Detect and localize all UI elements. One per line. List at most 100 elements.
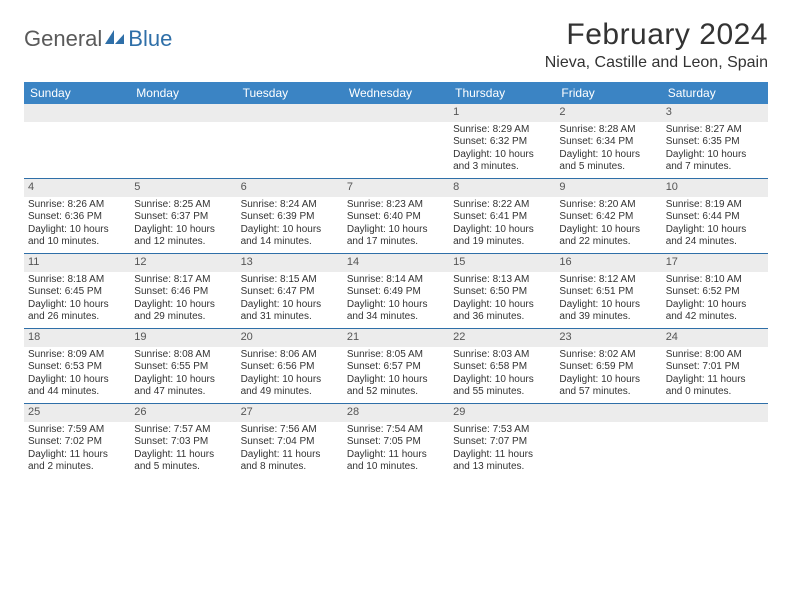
location: Nieva, Castille and Leon, Spain	[545, 54, 768, 72]
calendar-grid: SundayMondayTuesdayWednesdayThursdayFrid…	[24, 82, 768, 478]
day-number: 27	[237, 404, 343, 422]
sunrise-text: Sunrise: 8:28 AM	[559, 124, 657, 137]
weekday-header-row: SundayMondayTuesdayWednesdayThursdayFrid…	[24, 82, 768, 104]
day-details: Sunrise: 8:27 AMSunset: 6:35 PMDaylight:…	[662, 122, 768, 178]
day-number: 23	[555, 329, 661, 347]
day-cell: 17Sunrise: 8:10 AMSunset: 6:52 PMDayligh…	[662, 254, 768, 328]
day-details: Sunrise: 8:13 AMSunset: 6:50 PMDaylight:…	[449, 272, 555, 328]
weekday-header: Wednesday	[343, 82, 449, 104]
day-cell	[662, 404, 768, 478]
day-cell: 14Sunrise: 8:14 AMSunset: 6:49 PMDayligh…	[343, 254, 449, 328]
day-cell: 9Sunrise: 8:20 AMSunset: 6:42 PMDaylight…	[555, 179, 661, 253]
weekday-header: Sunday	[24, 82, 130, 104]
sunset-text: Sunset: 6:47 PM	[241, 286, 339, 299]
day-details: Sunrise: 8:03 AMSunset: 6:58 PMDaylight:…	[449, 347, 555, 403]
sunset-text: Sunset: 6:52 PM	[666, 286, 764, 299]
sunset-text: Sunset: 6:40 PM	[347, 211, 445, 224]
day-number: 18	[24, 329, 130, 347]
day-cell	[237, 104, 343, 178]
daylight-text: Daylight: 10 hours and 55 minutes.	[453, 374, 551, 399]
sunset-text: Sunset: 6:50 PM	[453, 286, 551, 299]
day-details: Sunrise: 7:54 AMSunset: 7:05 PMDaylight:…	[343, 422, 449, 478]
sunrise-text: Sunrise: 8:18 AM	[28, 274, 126, 287]
day-cell: 29Sunrise: 7:53 AMSunset: 7:07 PMDayligh…	[449, 404, 555, 478]
sunrise-text: Sunrise: 8:15 AM	[241, 274, 339, 287]
sunrise-text: Sunrise: 8:12 AM	[559, 274, 657, 287]
day-number: 25	[24, 404, 130, 422]
daylight-text: Daylight: 10 hours and 39 minutes.	[559, 299, 657, 324]
day-details: Sunrise: 8:15 AMSunset: 6:47 PMDaylight:…	[237, 272, 343, 328]
day-number	[130, 104, 236, 122]
day-cell: 16Sunrise: 8:12 AMSunset: 6:51 PMDayligh…	[555, 254, 661, 328]
daylight-text: Daylight: 10 hours and 24 minutes.	[666, 224, 764, 249]
day-number: 20	[237, 329, 343, 347]
daylight-text: Daylight: 10 hours and 57 minutes.	[559, 374, 657, 399]
sunset-text: Sunset: 7:04 PM	[241, 436, 339, 449]
sunrise-text: Sunrise: 8:27 AM	[666, 124, 764, 137]
sunrise-text: Sunrise: 8:10 AM	[666, 274, 764, 287]
daylight-text: Daylight: 10 hours and 49 minutes.	[241, 374, 339, 399]
day-cell: 1Sunrise: 8:29 AMSunset: 6:32 PMDaylight…	[449, 104, 555, 178]
daylight-text: Daylight: 10 hours and 26 minutes.	[28, 299, 126, 324]
day-details: Sunrise: 8:20 AMSunset: 6:42 PMDaylight:…	[555, 197, 661, 253]
day-cell: 28Sunrise: 7:54 AMSunset: 7:05 PMDayligh…	[343, 404, 449, 478]
day-cell: 4Sunrise: 8:26 AMSunset: 6:36 PMDaylight…	[24, 179, 130, 253]
day-details: Sunrise: 8:17 AMSunset: 6:46 PMDaylight:…	[130, 272, 236, 328]
weeks-container: 1Sunrise: 8:29 AMSunset: 6:32 PMDaylight…	[24, 104, 768, 478]
day-number: 16	[555, 254, 661, 272]
day-cell: 6Sunrise: 8:24 AMSunset: 6:39 PMDaylight…	[237, 179, 343, 253]
day-cell: 10Sunrise: 8:19 AMSunset: 6:44 PMDayligh…	[662, 179, 768, 253]
calendar-week: 1Sunrise: 8:29 AMSunset: 6:32 PMDaylight…	[24, 104, 768, 178]
daylight-text: Daylight: 10 hours and 42 minutes.	[666, 299, 764, 324]
title-block: February 2024 Nieva, Castille and Leon, …	[545, 18, 768, 72]
sunrise-text: Sunrise: 8:13 AM	[453, 274, 551, 287]
day-details: Sunrise: 8:12 AMSunset: 6:51 PMDaylight:…	[555, 272, 661, 328]
sunset-text: Sunset: 6:44 PM	[666, 211, 764, 224]
day-number: 28	[343, 404, 449, 422]
day-number: 5	[130, 179, 236, 197]
sunset-text: Sunset: 6:42 PM	[559, 211, 657, 224]
day-cell: 19Sunrise: 8:08 AMSunset: 6:55 PMDayligh…	[130, 329, 236, 403]
sunrise-text: Sunrise: 8:25 AM	[134, 199, 232, 212]
day-cell: 23Sunrise: 8:02 AMSunset: 6:59 PMDayligh…	[555, 329, 661, 403]
day-cell: 22Sunrise: 8:03 AMSunset: 6:58 PMDayligh…	[449, 329, 555, 403]
sunset-text: Sunset: 6:57 PM	[347, 361, 445, 374]
daylight-text: Daylight: 10 hours and 19 minutes.	[453, 224, 551, 249]
sunset-text: Sunset: 6:41 PM	[453, 211, 551, 224]
calendar-week: 18Sunrise: 8:09 AMSunset: 6:53 PMDayligh…	[24, 328, 768, 403]
day-number: 14	[343, 254, 449, 272]
day-number: 2	[555, 104, 661, 122]
calendar-week: 4Sunrise: 8:26 AMSunset: 6:36 PMDaylight…	[24, 178, 768, 253]
day-number	[555, 404, 661, 422]
day-details: Sunrise: 8:09 AMSunset: 6:53 PMDaylight:…	[24, 347, 130, 403]
day-cell: 2Sunrise: 8:28 AMSunset: 6:34 PMDaylight…	[555, 104, 661, 178]
sunrise-text: Sunrise: 8:03 AM	[453, 349, 551, 362]
daylight-text: Daylight: 10 hours and 36 minutes.	[453, 299, 551, 324]
daylight-text: Daylight: 11 hours and 2 minutes.	[28, 449, 126, 474]
day-details: Sunrise: 7:57 AMSunset: 7:03 PMDaylight:…	[130, 422, 236, 478]
day-number	[662, 404, 768, 422]
sunrise-text: Sunrise: 7:57 AM	[134, 424, 232, 437]
daylight-text: Daylight: 10 hours and 5 minutes.	[559, 149, 657, 174]
daylight-text: Daylight: 11 hours and 8 minutes.	[241, 449, 339, 474]
sunrise-text: Sunrise: 8:06 AM	[241, 349, 339, 362]
day-number: 11	[24, 254, 130, 272]
day-number: 15	[449, 254, 555, 272]
calendar-week: 25Sunrise: 7:59 AMSunset: 7:02 PMDayligh…	[24, 403, 768, 478]
daylight-text: Daylight: 11 hours and 10 minutes.	[347, 449, 445, 474]
day-number: 26	[130, 404, 236, 422]
day-details: Sunrise: 8:26 AMSunset: 6:36 PMDaylight:…	[24, 197, 130, 253]
calendar-week: 11Sunrise: 8:18 AMSunset: 6:45 PMDayligh…	[24, 253, 768, 328]
daylight-text: Daylight: 10 hours and 12 minutes.	[134, 224, 232, 249]
day-details: Sunrise: 8:14 AMSunset: 6:49 PMDaylight:…	[343, 272, 449, 328]
day-cell	[343, 104, 449, 178]
day-cell	[130, 104, 236, 178]
logo-sail-icon	[104, 27, 126, 52]
day-cell: 7Sunrise: 8:23 AMSunset: 6:40 PMDaylight…	[343, 179, 449, 253]
sunset-text: Sunset: 6:59 PM	[559, 361, 657, 374]
day-cell: 26Sunrise: 7:57 AMSunset: 7:03 PMDayligh…	[130, 404, 236, 478]
day-cell: 15Sunrise: 8:13 AMSunset: 6:50 PMDayligh…	[449, 254, 555, 328]
sunrise-text: Sunrise: 8:05 AM	[347, 349, 445, 362]
sunset-text: Sunset: 6:32 PM	[453, 136, 551, 149]
day-number: 24	[662, 329, 768, 347]
